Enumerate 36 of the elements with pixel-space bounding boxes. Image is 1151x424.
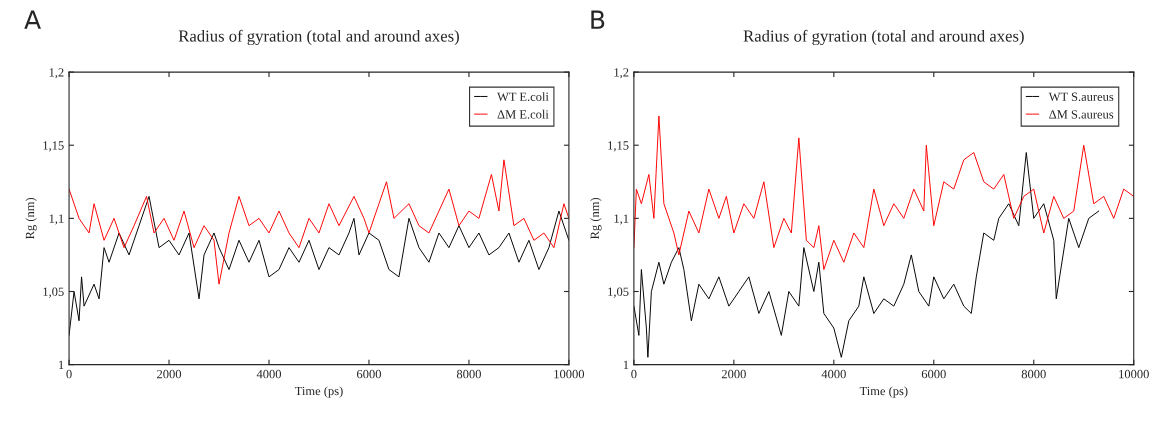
y-tick-label: 1,1 [614,214,629,225]
y-tick-label: 1 [623,360,629,369]
x-axis-title: Time (ps) [294,386,343,398]
y-axis-title: Rg (nm) [25,197,37,240]
chart-title: Radius of gyration (total and around axes) [743,29,1024,46]
y-tick-label: 1,05 [43,287,64,298]
x-tick-label: 10000 [554,369,585,379]
x-tick-label: 2000 [157,369,182,379]
x-tick-label: 10000 [1119,369,1149,379]
y-tick-label: 1,2 [49,68,64,79]
y-tick-label: 1,1 [49,214,64,225]
y-tick-label: 1,2 [614,68,629,79]
x-tick-label: 8000 [1021,369,1046,379]
x-tick-label: 6000 [921,369,946,379]
x-axis-title: Time (ps) [859,386,908,398]
legend-label: ΔM E.coli [497,109,549,119]
legend-label: WT S.aureus [1048,92,1114,102]
text: B [591,10,605,29]
x-tick-label: 8000 [456,369,481,379]
legend-label: WT E.coli [497,92,549,102]
x-tick-label: 4000 [821,369,846,379]
x-tick-label: 6000 [357,369,381,379]
chart-title: Radius of gyration (total and around axes) [178,29,459,46]
x-tick-label: 2000 [721,369,746,379]
y-axis-title: Rg (nm) [590,197,602,240]
y-tick-label: 1 [59,360,64,369]
line-series [69,159,569,285]
line-series [633,152,1100,358]
y-tick-label: 1,15 [43,141,64,152]
x-tick-label: 0 [66,369,72,379]
text: A [24,10,41,29]
x-tick-label: 4000 [256,369,282,379]
y-tick-label: 1,05 [608,287,629,298]
x-tick-label: 0 [631,369,637,379]
legend-label: ΔM S.aureus [1049,110,1114,119]
y-tick-label: 1,15 [608,141,629,152]
